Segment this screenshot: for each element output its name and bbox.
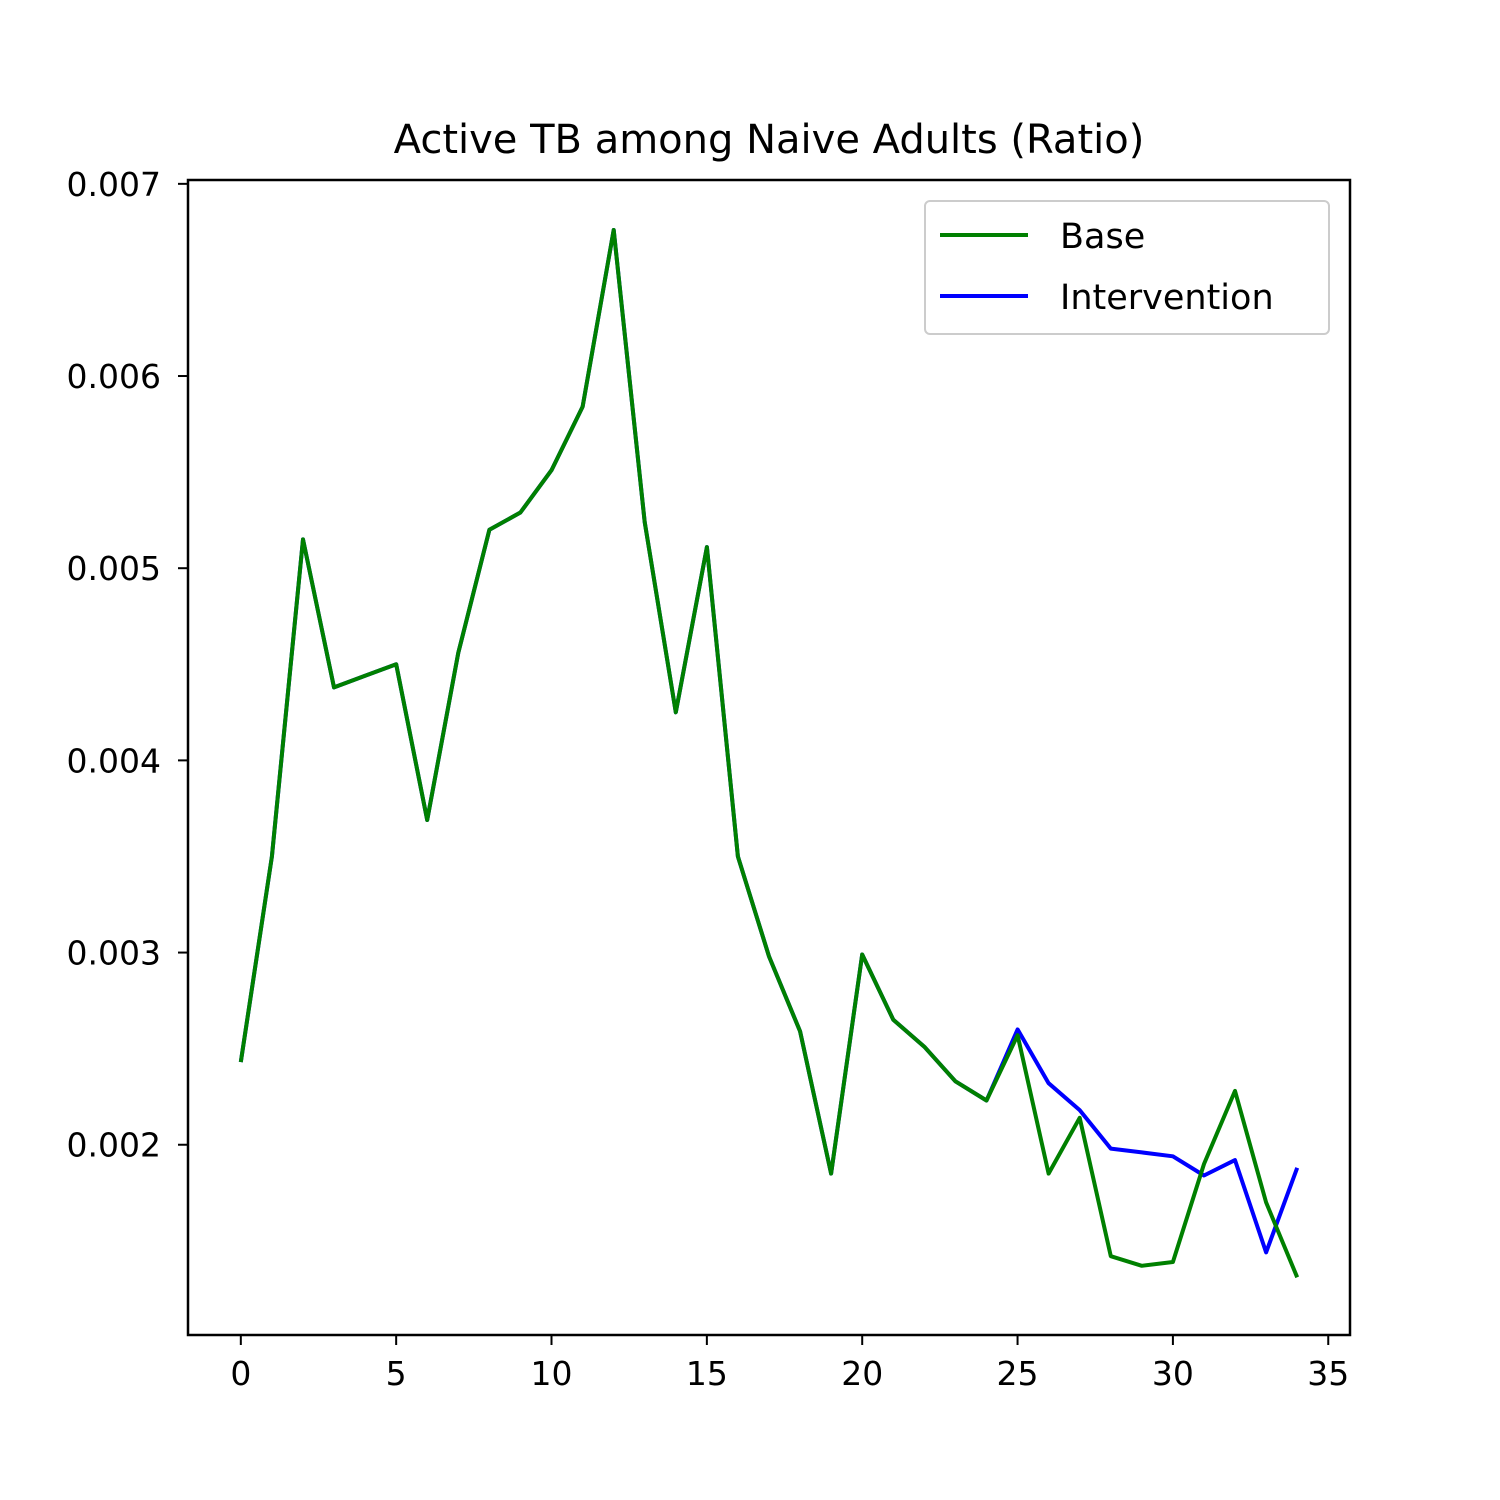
y-tick-label: 0.004 bbox=[67, 741, 161, 780]
legend-label-base: Base bbox=[1060, 217, 1145, 257]
legend-label-intervention: Intervention bbox=[1060, 278, 1274, 318]
axes: 0 5 10 15 20 25 30 35 0.002 0.003 0.004 0.005 0.006 0… bbox=[67, 165, 1352, 1393]
x-tick-label: 5 bbox=[386, 1354, 407, 1393]
x-tick-label: 35 bbox=[1307, 1354, 1349, 1393]
y-tick-label: 0.003 bbox=[67, 934, 161, 973]
legend: Base Intervention bbox=[924, 200, 1330, 335]
y-tick-label: 0.002 bbox=[67, 1126, 161, 1165]
series-line-base bbox=[238, 228, 1300, 1279]
x-tick-label: 15 bbox=[686, 1354, 728, 1393]
x-tick-label: 30 bbox=[1152, 1354, 1194, 1393]
y-tick-label: 0.005 bbox=[67, 549, 161, 588]
x-tick-label: 0 bbox=[230, 1354, 251, 1393]
x-tick-label: 20 bbox=[841, 1354, 883, 1393]
y-tick-label: 0.006 bbox=[67, 357, 161, 396]
x-tick-label: 10 bbox=[531, 1354, 573, 1393]
y-tick-label: 0.007 bbox=[67, 165, 161, 204]
plot-area bbox=[238, 228, 1300, 1279]
axes-frame bbox=[186, 178, 1352, 1337]
x-tick-label: 25 bbox=[997, 1354, 1039, 1393]
chart-title: Active TB among Naive Adults (Ratio) bbox=[394, 117, 1145, 163]
